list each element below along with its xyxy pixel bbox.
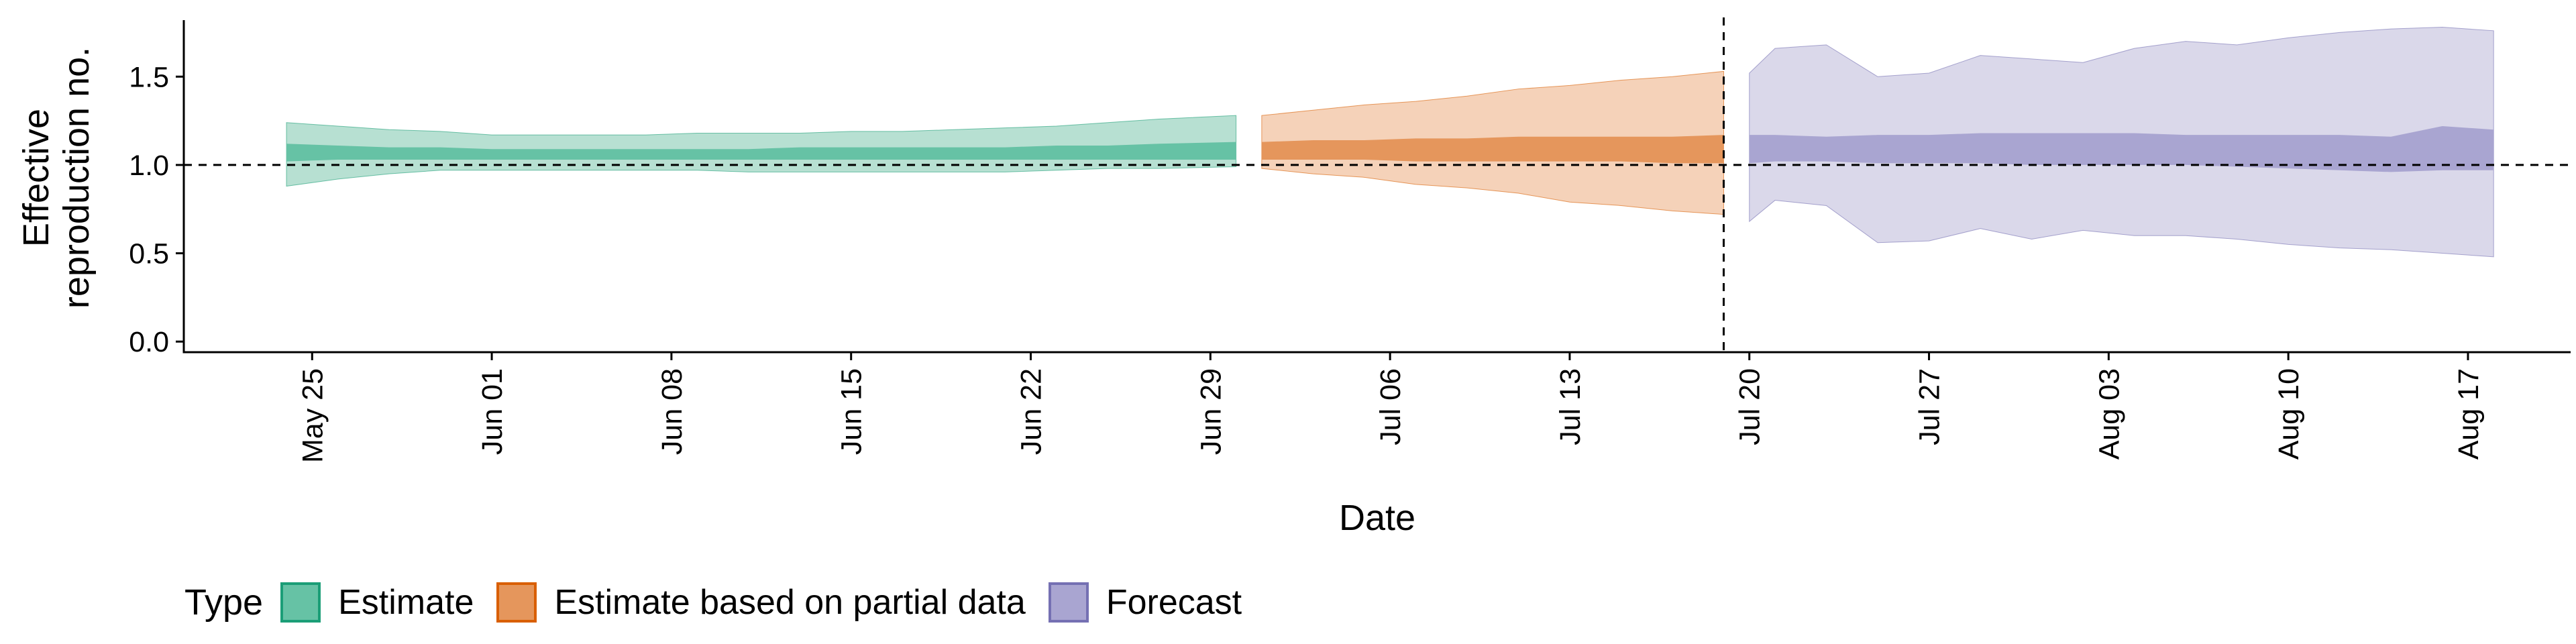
- legend-title: Type: [184, 582, 264, 623]
- x-tick-label: Jun 01: [476, 368, 508, 455]
- x-tick-label: Jul 20: [1734, 368, 1766, 445]
- axes: [182, 20, 2571, 354]
- legend-item-partial-estimate[interactable]: Estimate based on partial data: [496, 582, 1026, 623]
- uncertainty-bands: [286, 27, 2494, 258]
- x-tick-label: Aug 10: [2273, 368, 2305, 460]
- legend-key-partial-estimate: [496, 582, 537, 623]
- y-tick-label: 0.5: [129, 238, 169, 270]
- x-tick-label: Aug 17: [2453, 368, 2485, 460]
- legend-label: Estimate based on partial data: [554, 583, 1026, 622]
- y-tick-label: 0.0: [129, 326, 169, 358]
- y-tick-label: 1.0: [129, 150, 169, 182]
- x-tick-label: Jul 27: [1914, 368, 1946, 445]
- band-50-partial-estimate: [1261, 135, 1724, 164]
- x-axis-ticks: May 25 Jun 01 Jun 08 Jun 15 Jun 22 Jun 29 Jul …: [297, 352, 2485, 463]
- reference-lines: [184, 17, 2571, 352]
- x-tick-label: Jun 15: [836, 368, 868, 455]
- y-tick-label: 1.5: [129, 61, 169, 93]
- y-axis-title-line-1: Effective: [16, 109, 56, 247]
- legend-key-forecast: [1048, 582, 1089, 623]
- x-tick-label: Jul 06: [1375, 368, 1407, 445]
- legend-item-forecast[interactable]: Forecast: [1048, 582, 1242, 623]
- legend-key-estimate: [280, 582, 321, 623]
- x-tick-label: Jun 22: [1016, 368, 1048, 455]
- x-axis-title: Date: [1339, 498, 1415, 538]
- y-axis-ticks: 0.0 0.5 1.0 1.5: [129, 61, 184, 358]
- x-tick-label: Jun 29: [1195, 368, 1227, 455]
- legend-label: Forecast: [1106, 583, 1242, 622]
- x-tick-label: May 25: [297, 368, 329, 463]
- band-50-estimate: [286, 142, 1236, 162]
- y-axis-title-line-2: reproduction no.: [56, 47, 97, 309]
- x-tick-label: Aug 03: [2093, 368, 2125, 460]
- x-tick-label: Jun 08: [656, 368, 688, 455]
- legend-label: Estimate: [338, 583, 474, 622]
- legend: Type Estimate Estimate based on partial …: [184, 576, 1265, 629]
- reproduction-number-chart: 0.0 0.5 1.0 1.5 May 25 Jun 01 Jun 08 Jun 15 Jun…: [16, 17, 2571, 538]
- band-50-forecast: [1749, 125, 2494, 172]
- x-tick-label: Jul 13: [1554, 368, 1587, 445]
- legend-item-estimate[interactable]: Estimate: [280, 582, 474, 623]
